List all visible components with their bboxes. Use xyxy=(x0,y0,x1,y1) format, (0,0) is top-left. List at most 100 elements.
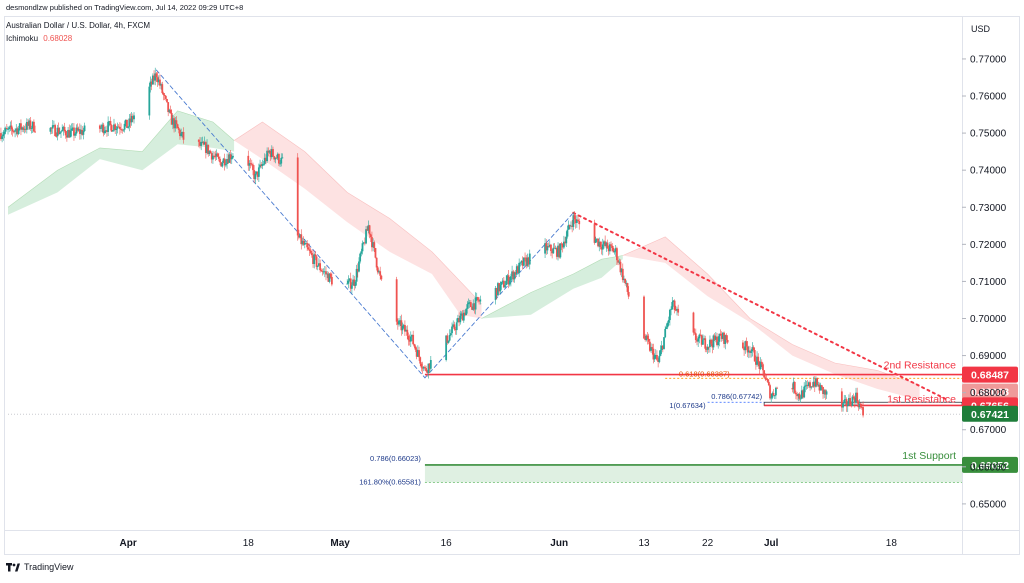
candle-body xyxy=(296,157,299,236)
candle-body xyxy=(232,155,234,158)
candle-body xyxy=(844,399,847,401)
candle-body xyxy=(559,243,562,258)
candle-body xyxy=(319,263,322,271)
candle-body xyxy=(657,359,660,362)
candle-body xyxy=(848,398,850,406)
candle-body xyxy=(749,350,751,353)
candle-body xyxy=(322,271,325,273)
instrument-title[interactable]: Australian Dollar / U.S. Dollar, 4h, FXC… xyxy=(6,21,151,30)
y-tick-label: 0.74000 xyxy=(970,166,1007,177)
candle-body xyxy=(367,225,370,231)
candle-body xyxy=(126,119,128,128)
candle-body xyxy=(566,229,569,237)
y-tick-label: 0.71000 xyxy=(970,277,1007,288)
candle-body xyxy=(807,382,810,387)
candle-body xyxy=(270,149,273,158)
candle-body xyxy=(451,326,453,334)
candle-body xyxy=(673,300,676,310)
trendline-descending-resistance xyxy=(572,211,949,402)
y-tick-label: 0.72000 xyxy=(970,240,1007,251)
candle-body xyxy=(347,280,350,284)
candle-body xyxy=(302,240,305,245)
candle-body xyxy=(421,367,424,369)
publisher-line: desmondlzw published on TradingView.com,… xyxy=(6,3,244,12)
candle-body xyxy=(508,280,511,285)
candle-body xyxy=(226,158,228,165)
candle-body xyxy=(330,276,333,285)
candle-body xyxy=(717,341,720,346)
candle-body xyxy=(395,279,398,322)
candle-body xyxy=(208,150,211,154)
candle-body xyxy=(699,334,702,336)
candle-body xyxy=(718,333,721,342)
candle-body xyxy=(693,332,696,334)
candle-body xyxy=(455,322,458,331)
candle-body xyxy=(11,129,14,132)
candle-body xyxy=(346,283,349,285)
tradingview-logo[interactable]: TradingView xyxy=(6,560,74,574)
candle-body xyxy=(70,128,73,131)
candle-body xyxy=(263,157,266,164)
candle-body xyxy=(805,384,808,386)
candle-body xyxy=(701,339,704,345)
candle-body xyxy=(593,224,596,243)
candle-body xyxy=(620,268,623,273)
candle-body xyxy=(148,86,151,116)
candle-body xyxy=(606,242,609,249)
candle-body xyxy=(268,150,271,153)
candle-body xyxy=(269,150,272,158)
candle-body xyxy=(648,341,651,351)
candle-body xyxy=(256,171,259,177)
candle-body xyxy=(248,163,251,166)
candle-body xyxy=(694,333,697,340)
candle-body xyxy=(280,157,283,164)
candle-body xyxy=(111,130,114,132)
candle-body xyxy=(261,164,264,167)
candle-body xyxy=(103,130,106,134)
candle-body xyxy=(75,127,78,134)
candle-body xyxy=(703,338,705,340)
candle-body xyxy=(230,157,233,160)
candle-body xyxy=(607,248,610,252)
indicator-legend[interactable]: Ichimoku 0.68028 xyxy=(6,34,72,43)
candle-body xyxy=(514,272,517,275)
candle-body xyxy=(210,153,213,160)
candle-body xyxy=(544,243,546,254)
candle-body xyxy=(525,257,528,266)
candle-body xyxy=(360,251,363,254)
candle-body xyxy=(404,324,406,332)
candle-body xyxy=(74,133,77,136)
candle-body xyxy=(600,246,603,250)
candle-body xyxy=(21,127,24,130)
candle-body xyxy=(153,75,155,81)
support-1-price-tag-bg xyxy=(962,456,1018,473)
candle-body xyxy=(770,397,773,399)
candle-body xyxy=(273,156,276,160)
candle-body xyxy=(34,131,36,133)
candle-body xyxy=(497,283,499,296)
candle-body xyxy=(181,131,184,134)
candle-body xyxy=(459,315,462,323)
candle-body xyxy=(605,242,608,247)
candle-body xyxy=(845,399,848,407)
candle-body xyxy=(810,386,813,388)
candle-body xyxy=(495,287,498,296)
candle-body xyxy=(306,243,309,248)
candle-body xyxy=(368,225,371,235)
candle-body xyxy=(133,115,135,120)
candle-body xyxy=(555,248,558,257)
candle-body xyxy=(552,247,555,254)
candle-body xyxy=(154,73,157,81)
candle-body xyxy=(265,157,267,162)
candle-body xyxy=(4,128,7,132)
candle-body xyxy=(51,125,54,129)
candle-body xyxy=(574,219,577,223)
candle-body xyxy=(578,220,581,225)
candle-body xyxy=(743,348,746,351)
candle-body xyxy=(214,156,217,158)
candle-body xyxy=(177,128,180,130)
candle-body xyxy=(24,128,27,130)
candle-body xyxy=(266,150,269,162)
candle-body xyxy=(461,313,464,321)
